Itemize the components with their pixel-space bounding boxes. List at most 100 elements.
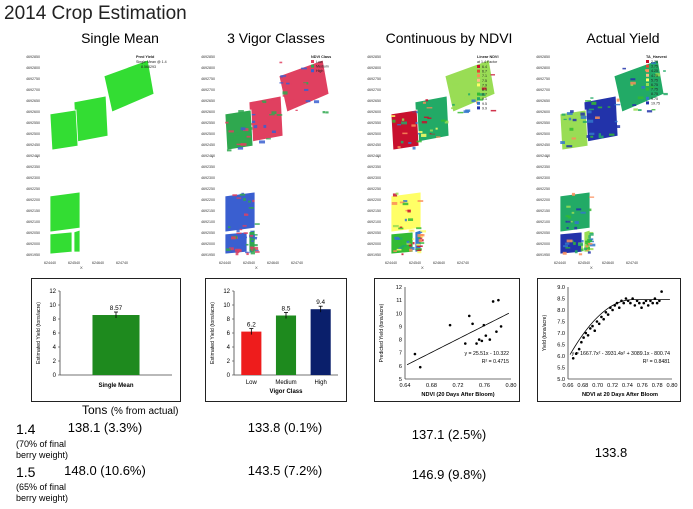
data-point xyxy=(660,290,663,293)
yield-patch xyxy=(241,192,245,195)
yield-patch xyxy=(570,209,576,212)
value-actual-yield: 133.8 xyxy=(594,445,628,460)
data-point xyxy=(580,340,583,344)
yield-patch xyxy=(614,120,618,123)
yield-patch xyxy=(268,112,271,114)
yield-patch xyxy=(416,140,422,143)
yield-patch xyxy=(587,239,592,241)
map-y-tick: 4692450 xyxy=(201,143,215,147)
yield-patch xyxy=(254,223,260,225)
map-y-tick: 4692650 xyxy=(26,99,40,103)
yield-patch xyxy=(236,229,240,233)
yield-patch xyxy=(250,193,255,195)
map-x-tick: 624740 xyxy=(291,261,303,265)
x-category-label: Medium xyxy=(275,380,296,386)
yield-patch xyxy=(393,222,399,224)
yield-patch xyxy=(410,246,416,250)
map-continuous-ndvi: 4692850 4692800 4692750 4692700 4692650 46926… xyxy=(365,46,513,270)
y-tick-label: 12 xyxy=(49,289,56,295)
value-vigor-1-5: 143.5 (7.2%) xyxy=(247,463,323,478)
tons-label: Tons xyxy=(82,403,108,417)
yield-patch xyxy=(417,234,424,238)
yield-patch xyxy=(412,119,416,122)
yield-patch xyxy=(419,231,423,234)
map-y-label: Y xyxy=(211,154,214,159)
map-x-tick: 624540 xyxy=(68,261,80,265)
yield-patch xyxy=(584,247,588,251)
yield-patch xyxy=(565,235,570,237)
yield-patch xyxy=(573,242,576,245)
yield-patch xyxy=(565,220,571,223)
y-tick-label: 6.5 xyxy=(557,343,565,349)
data-point xyxy=(571,357,575,360)
legend-label: 2.75 xyxy=(651,60,658,64)
yield-patch xyxy=(572,118,577,122)
legend-label: 6.7 xyxy=(482,70,487,74)
data-point xyxy=(611,308,614,312)
yield-patch xyxy=(234,248,241,252)
y-axis-label: Estimated Yield (tons/acre) xyxy=(36,302,42,364)
map-y-tick: 4692050 xyxy=(536,231,550,235)
yield-patch xyxy=(252,199,255,203)
yield-patch xyxy=(435,127,438,130)
map-vigor-classes: 4692850 4692800 4692750 4692700 4692650 46926… xyxy=(199,46,347,270)
yield-patch xyxy=(595,116,600,119)
yield-patch xyxy=(411,124,416,127)
x-tick-label: 0.72 xyxy=(607,383,618,389)
yield-patch xyxy=(245,243,249,246)
yield-patch xyxy=(649,86,655,89)
map-x-tick: 624640 xyxy=(92,261,104,265)
legend-label: Low xyxy=(316,60,323,64)
yield-patch xyxy=(271,111,277,115)
yield-patch xyxy=(248,127,253,130)
map-y-tick: 4692050 xyxy=(26,231,40,235)
map-y-tick: 4692300 xyxy=(536,176,550,180)
yield-patch xyxy=(655,73,661,77)
yield-patch xyxy=(251,120,256,124)
yield-patch xyxy=(225,248,231,251)
data-point xyxy=(655,301,659,305)
map-y-tick: 4692550 xyxy=(26,121,40,125)
yield-patch xyxy=(420,230,427,233)
map-y-tick: 4692350 xyxy=(536,165,550,169)
map-y-tick: 4692100 xyxy=(536,220,550,224)
yield-patch xyxy=(593,128,599,131)
map-y-tick: 4692700 xyxy=(201,88,215,92)
yield-patch xyxy=(237,147,244,150)
yield-patch xyxy=(464,98,470,101)
row-note-1-4: (70% of final berry weight) xyxy=(16,439,68,461)
yield-patch xyxy=(633,108,638,111)
vineyard-block xyxy=(414,95,450,143)
y-tick-label: 9.0 xyxy=(557,285,565,291)
legend-title: Linear NDVI xyxy=(477,55,499,59)
yield-patch xyxy=(490,74,496,76)
yield-patch xyxy=(563,118,567,121)
yield-patch xyxy=(478,98,484,101)
legend-swatch xyxy=(136,65,139,68)
map-x-tick: 624540 xyxy=(409,261,421,265)
yield-patch xyxy=(439,126,444,129)
y-tick-label: 8 xyxy=(399,338,402,344)
row-note-line: berry weight) xyxy=(16,493,69,503)
y-axis-label: Predicted Yield (tons/acre) xyxy=(379,303,385,362)
value-single-1-4: 138.1 (3.3%) xyxy=(67,420,143,435)
bar xyxy=(92,315,140,375)
yield-patch xyxy=(412,146,416,150)
y-tick-label: 2 xyxy=(227,359,231,365)
vineyard-block xyxy=(49,231,73,255)
yield-patch xyxy=(266,138,271,140)
yield-patch xyxy=(587,251,591,254)
yield-patch xyxy=(228,135,234,138)
yield-patch xyxy=(560,141,565,144)
map-x-tick: 624540 xyxy=(243,261,255,265)
x-tick-label: 0.80 xyxy=(506,383,517,389)
yield-patch xyxy=(479,93,486,96)
data-point xyxy=(642,301,646,305)
yield-patch xyxy=(418,239,423,243)
data-point xyxy=(418,365,422,369)
yield-patch xyxy=(269,114,275,116)
yield-patch xyxy=(589,248,594,251)
yield-patch xyxy=(589,196,595,198)
yield-patch xyxy=(598,133,602,137)
data-point xyxy=(484,334,488,337)
